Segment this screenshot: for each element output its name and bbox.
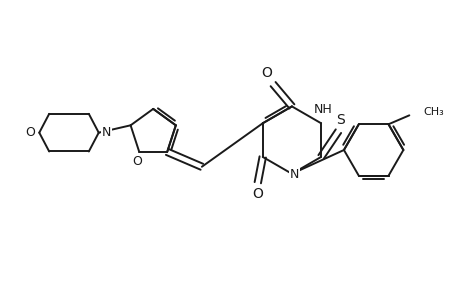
Text: NH: NH (313, 103, 332, 116)
Text: O: O (25, 126, 35, 139)
Text: N: N (289, 168, 298, 181)
Text: O: O (261, 66, 272, 80)
Text: CH₃: CH₃ (422, 107, 443, 117)
Text: O: O (132, 155, 141, 168)
Text: O: O (252, 187, 263, 201)
Text: N: N (102, 126, 111, 139)
Text: S: S (336, 113, 345, 127)
